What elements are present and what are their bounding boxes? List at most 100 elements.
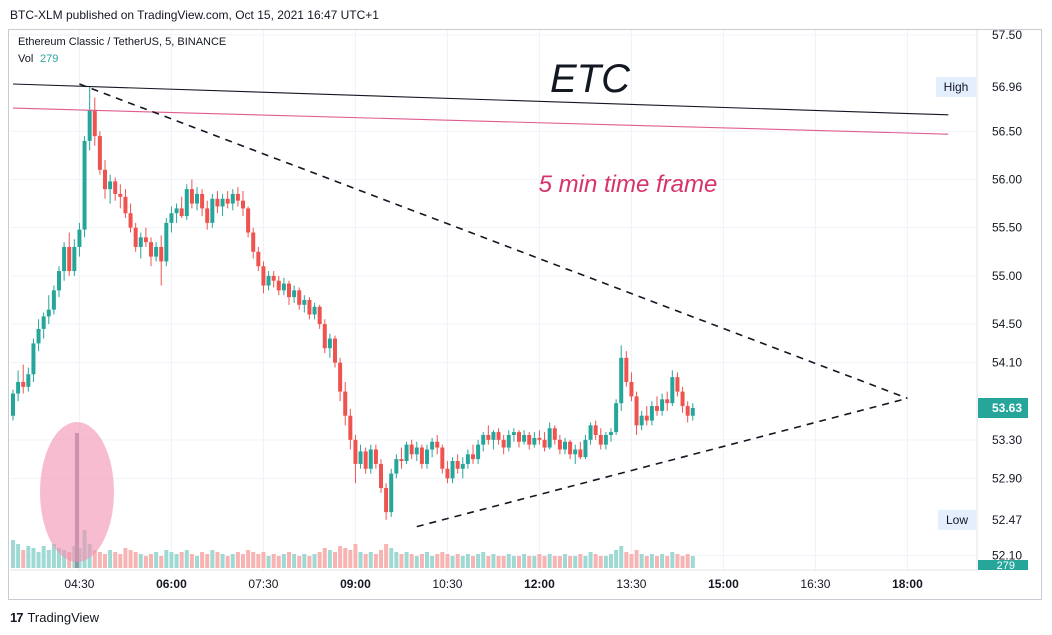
candle-body [665, 399, 670, 404]
volume-bar [414, 556, 419, 568]
volume-bar [399, 554, 404, 568]
volume-bar [511, 556, 516, 568]
price-tick-label: 54.10 [992, 356, 1022, 370]
volume-bar [496, 556, 501, 568]
time-tick-label: 07:30 [248, 577, 278, 591]
candle-body [57, 271, 61, 291]
volume-bar [629, 554, 634, 568]
trendline-solid[interactable] [12, 107, 949, 135]
volume-bar [363, 554, 368, 568]
legend-vol-label: Vol [18, 53, 33, 65]
candle-body [522, 435, 527, 442]
candle-body [230, 193, 235, 204]
volume-bar [527, 556, 532, 568]
candle-body [680, 391, 685, 407]
annotation-title: ETC [550, 57, 631, 101]
volume-bar [588, 552, 593, 568]
candle-body [51, 290, 56, 310]
volume-bar [542, 556, 547, 568]
candle-body [614, 403, 619, 433]
time-tick-label: 15:00 [708, 577, 739, 591]
trendline-dashed[interactable] [79, 83, 908, 400]
volume-bar [174, 554, 179, 568]
candle-body [384, 488, 389, 513]
chart-frame[interactable] [8, 29, 1042, 600]
volume-bar [409, 554, 414, 568]
candle-body [307, 300, 312, 315]
candle-body [41, 316, 46, 329]
candle-body [159, 246, 164, 262]
candle-body [373, 449, 378, 464]
volume-bar [36, 552, 41, 568]
candle-body [573, 449, 578, 455]
volume-bar [57, 548, 61, 568]
candle-body [419, 447, 424, 464]
candle-body [246, 208, 251, 233]
trendline-solid[interactable] [12, 83, 949, 116]
volume-bar [394, 552, 399, 568]
candle-body [97, 136, 102, 170]
low-value: 52.47 [992, 513, 1022, 527]
volume-bar [501, 556, 506, 568]
candle-body [511, 432, 516, 435]
volume-bar [251, 552, 256, 568]
price-axis: 57.50 56.50 56.00 55.50 55.00 54.50 54.10 53.30… [936, 28, 1028, 572]
candle-body [399, 459, 404, 462]
candle-body [629, 381, 634, 397]
candle-body [103, 169, 107, 190]
candle-body [67, 246, 72, 272]
candle-body [598, 435, 603, 445]
candle-body [143, 237, 148, 243]
volume-bar [435, 554, 440, 568]
tradingview-logo[interactable]: 17 TradingView [10, 610, 99, 625]
candle-body [108, 181, 113, 190]
trendline-dashed[interactable] [416, 397, 908, 528]
volume-bar [159, 556, 164, 568]
candle-body [476, 444, 481, 460]
candle-body [501, 439, 506, 448]
volume-bar [384, 544, 389, 568]
candle-body [430, 441, 435, 450]
volume-bar [62, 550, 67, 568]
volume-bar [537, 554, 542, 568]
candle-body [312, 306, 317, 315]
price-tick-label: 52.90 [992, 471, 1022, 485]
price-tick-label: 56.00 [992, 172, 1022, 186]
volume-bar [522, 554, 527, 568]
time-tick-label: 13:30 [616, 577, 646, 591]
grid-lines [10, 30, 977, 570]
price-tick-label: 55.00 [992, 269, 1022, 283]
volume-bar [266, 556, 271, 568]
candle-body [649, 406, 654, 421]
candle-body [368, 449, 373, 469]
volume-bar [455, 554, 460, 568]
volume-bar [179, 552, 184, 568]
volume-bar [51, 544, 56, 568]
candle-body [276, 280, 281, 291]
candle-body [563, 441, 567, 450]
volume-bar [11, 540, 15, 568]
candle-body [465, 454, 470, 464]
candle-body [440, 447, 445, 469]
volume-bar [583, 556, 588, 568]
candle-body [685, 406, 690, 416]
volume-bar [389, 548, 394, 568]
candle-body [154, 246, 159, 257]
candle-body [189, 189, 194, 204]
candle-body [343, 391, 348, 416]
candle-body [578, 449, 583, 458]
volume-bar [143, 556, 148, 568]
time-tick-label: 06:00 [156, 577, 187, 591]
last-price-badge [978, 398, 1028, 418]
volume-bar [665, 556, 670, 568]
candle-body [77, 229, 82, 247]
volume-bar [276, 556, 281, 568]
candle-body [425, 449, 429, 464]
volume-bar [230, 554, 235, 568]
candle-body [149, 242, 153, 257]
volume-bar [133, 552, 138, 568]
volume-bar [210, 550, 215, 568]
volume-bar [333, 552, 337, 568]
candle-body [471, 454, 475, 460]
